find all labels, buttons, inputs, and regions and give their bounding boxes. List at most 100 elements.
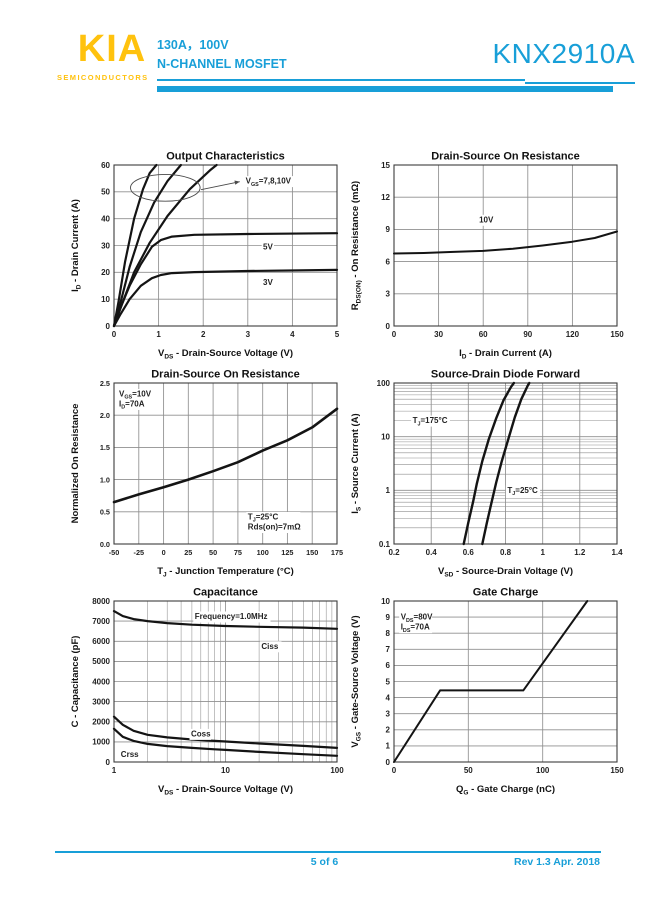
chart-annotation: IDS=70A (401, 623, 430, 634)
callout-arrowhead (234, 180, 240, 185)
y-tick-label: 7000 (92, 617, 110, 626)
x-tick-label: 60 (479, 330, 488, 339)
logo-text: KIA (77, 28, 147, 70)
x-tick-label: 120 (566, 330, 580, 339)
brand-logo: KIA SEMICONDUCTORS (57, 30, 167, 82)
x-tick-label: 10 (221, 766, 230, 775)
x-axis-title: VSD - Source-Drain Voltage (V) (438, 566, 573, 578)
y-tick-label: 9 (386, 613, 391, 622)
y-tick-label: 2000 (92, 718, 110, 727)
y-tick-label: 6000 (92, 637, 110, 646)
x-tick-label: 2 (201, 330, 206, 339)
x-tick-label: 4 (290, 330, 295, 339)
x-tick-label: 100 (330, 766, 344, 775)
x-tick-label: 1 (540, 548, 545, 557)
x-axis-title: QG - Gate Charge (nC) (456, 784, 555, 796)
chart-panel-capacitance: Frequency=1.0MHz Ciss Coss Crss 1 10 100 0 1000 2… (68, 586, 346, 797)
y-tick-label: 50 (101, 188, 110, 197)
y-tick-label: 15 (381, 161, 390, 170)
y-axis-title: ID - Drain Current (A) (70, 199, 83, 292)
x-tick-label: 100 (536, 766, 550, 775)
series-VGS-vs-QG (393, 600, 589, 763)
x-tick-label: -50 (109, 548, 120, 557)
y-tick-label: 10 (101, 295, 110, 304)
x-tick-label: 0.2 (388, 548, 400, 557)
y-tick-label: 3000 (92, 697, 110, 706)
x-tick-label: -25 (134, 548, 145, 557)
chart-annotation: Ciss (261, 642, 278, 651)
chart-annotation: VDS=80V (401, 613, 433, 624)
chart-annotation: VGS=7,8,10V (246, 177, 292, 188)
x-tick-label: 1.4 (611, 548, 623, 557)
x-tick-label: 150 (610, 330, 624, 339)
x-tick-label: 75 (234, 548, 242, 557)
x-tick-label: 25 (184, 548, 192, 557)
x-tick-label: 100 (257, 548, 269, 557)
x-tick-label: 90 (523, 330, 532, 339)
series-VGS=10V (112, 163, 158, 328)
series-normalized-rdson (112, 407, 339, 504)
y-axis-title: VGS - Gate-Source Voltage (V) (350, 615, 363, 747)
x-axis-title: VDS - Drain-Source Voltage (V) (158, 784, 293, 796)
y-tick-label: 1 (386, 742, 391, 751)
y-tick-label: 1.0 (100, 475, 110, 484)
charts-grid: VGS=7,8,10V 5V 3V 0 1 2 3 4 5 0 10 20 30 40 50 60 Output… (68, 150, 626, 797)
y-tick-label: 0.5 (100, 508, 110, 517)
x-tick-label: 1.2 (574, 548, 586, 557)
chart-annotation: Frequency=1.0MHz (195, 612, 268, 621)
chart-panel-output-characteristics: VGS=7,8,10V 5V 3V 0 1 2 3 4 5 0 10 20 30 40 50 60 Output… (68, 150, 346, 361)
series-TJ=25C (481, 381, 531, 546)
chart-panel-gate-charge: VDS=80V IDS=70A 0 50 100 150 0 1 2 3 4 5 6 7 8 9 10 Gate … (348, 586, 626, 797)
x-tick-label: 1 (156, 330, 161, 339)
y-tick-label: 9 (386, 225, 391, 234)
y-tick-label: 60 (101, 161, 110, 170)
footer-rule (55, 851, 601, 853)
y-axis-title: Normalized On Resistance (70, 404, 81, 524)
x-tick-label: 3 (246, 330, 251, 339)
chart-panel-rdson-vs-temperature: VGS=10V ID=70A TJ=25°C Rds(on)=7mΩ -50 -25 0 25… (68, 368, 346, 579)
y-tick-label: 0 (386, 322, 391, 331)
chart-annotation: TJ=175°C (413, 416, 448, 427)
y-tick-label: 5 (386, 677, 391, 686)
x-tick-label: 0.8 (500, 548, 512, 557)
x-tick-label: 0 (392, 766, 397, 775)
callout-arrow (200, 181, 240, 191)
y-tick-label: 12 (381, 193, 390, 202)
chart-annotation: VGS=10V (119, 390, 152, 401)
series-VGS=3V (112, 268, 339, 328)
chart-diode-forward: TJ=175°C TJ=25°C 0.2 0.4 0.6 0.8 1 1.2 1.4 0.1 1 10… (350, 369, 623, 579)
chart-title: Drain-Source On Resistance (431, 151, 580, 163)
x-tick-label: 175 (331, 548, 343, 557)
x-tick-label: 50 (209, 548, 217, 557)
chart-annotation: TJ=25°C (507, 486, 538, 497)
chart-panel-rdson-vs-current: 10V 0 30 60 90 120 150 0 3 6 9 12 15 Drain-Source On … (348, 150, 626, 361)
x-tick-label: 0.4 (426, 548, 438, 557)
y-tick-label: 6 (386, 257, 391, 266)
chart-title: Source-Drain Diode Forward (431, 369, 580, 381)
y-tick-label: 0 (386, 758, 391, 767)
logo-subtext: SEMICONDUCTORS (57, 73, 149, 82)
device-summary: 130A，100V N-CHANNEL MOSFET (157, 36, 287, 75)
x-tick-label: 150 (306, 548, 318, 557)
series-VGS=10V (393, 230, 618, 255)
chart-title: Gate Charge (473, 587, 538, 599)
x-tick-label: 125 (281, 548, 293, 557)
series-Crss (112, 727, 339, 757)
y-tick-label: 1000 (92, 738, 110, 747)
chart-annotation: TJ=25°C (248, 513, 279, 524)
y-tick-label: 6 (386, 661, 391, 670)
y-tick-label: 4 (386, 693, 391, 702)
x-tick-label: 0.6 (463, 548, 475, 557)
callout-ellipse (130, 173, 201, 202)
chart-title: Output Characteristics (166, 151, 285, 163)
y-tick-label: 4000 (92, 677, 110, 686)
y-tick-label: 5000 (92, 657, 110, 666)
chart-annotation: Coss (191, 729, 211, 738)
y-tick-label: 8 (386, 629, 391, 638)
y-tick-label: 2 (386, 726, 391, 735)
chart-title: Drain-Source On Resistance (151, 369, 300, 381)
x-tick-label: 0 (112, 330, 117, 339)
